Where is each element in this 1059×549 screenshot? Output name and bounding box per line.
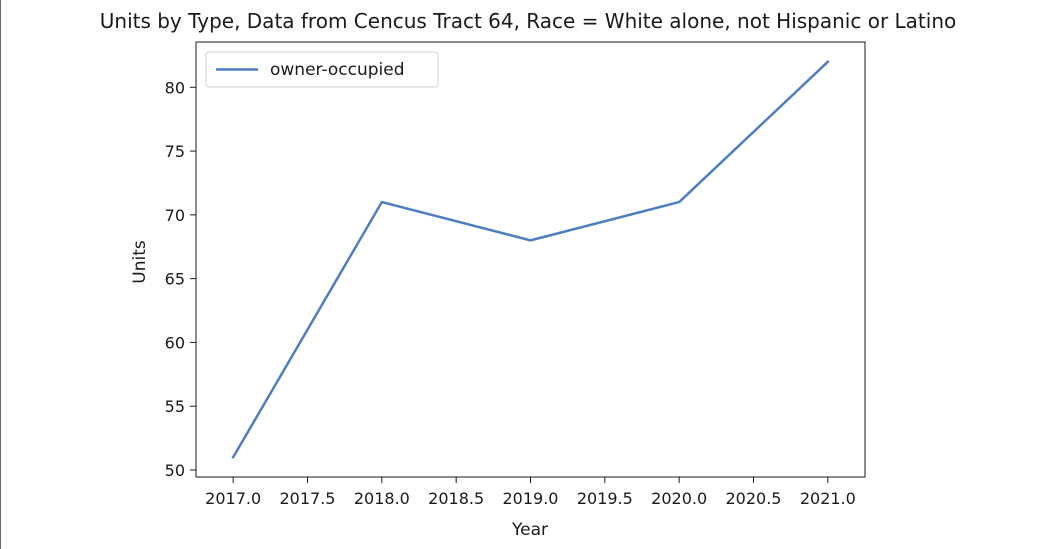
y-tick-label: 50 bbox=[165, 461, 185, 480]
x-tick-label: 2020.5 bbox=[726, 489, 782, 508]
x-tick-label: 2021.0 bbox=[800, 489, 856, 508]
y-tick-label: 65 bbox=[165, 270, 185, 289]
y-tick-label: 80 bbox=[165, 78, 185, 97]
y-tick-label: 75 bbox=[165, 142, 185, 161]
x-tick-label: 2018.5 bbox=[428, 489, 484, 508]
y-tick-label: 60 bbox=[165, 333, 185, 352]
x-tick-label: 2019.0 bbox=[503, 489, 559, 508]
x-tick-label: 2019.5 bbox=[577, 489, 633, 508]
y-axis-ticks: 50 55 60 65 70 75 80 bbox=[165, 78, 196, 480]
legend-label: owner-occupied bbox=[270, 60, 405, 80]
legend-box bbox=[205, 51, 439, 88]
legend: owner-occupied bbox=[205, 51, 439, 88]
left-border bbox=[0, 0, 1, 549]
chart-title: Units by Type, Data from Cencus Tract 64… bbox=[100, 9, 956, 33]
plot-area-frame bbox=[195, 41, 866, 478]
x-tick-label: 2017.0 bbox=[205, 489, 261, 508]
series-layer bbox=[231, 60, 830, 459]
y-axis-label: Units bbox=[130, 240, 150, 284]
y-tick-label: 55 bbox=[165, 397, 185, 416]
x-tick-label: 2020.0 bbox=[651, 489, 707, 508]
series-line bbox=[231, 60, 830, 459]
x-axis-label: Year bbox=[511, 520, 548, 540]
x-tick-label: 2018.0 bbox=[354, 489, 410, 508]
x-axis-ticks: 2017.0 2017.5 2018.0 2018.5 2019.0 2019.5 2020… bbox=[205, 477, 856, 508]
y-tick-label: 70 bbox=[165, 206, 185, 225]
x-tick-label: 2017.5 bbox=[280, 489, 336, 508]
